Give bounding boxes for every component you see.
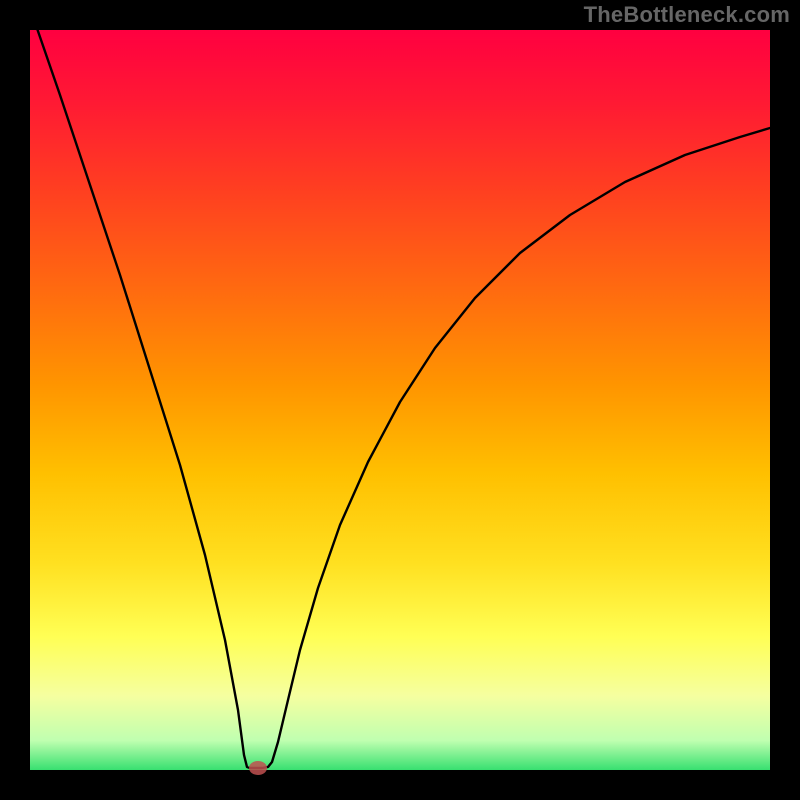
chart-container: { "attribution": { "text": "TheBottlenec… — [0, 0, 800, 800]
attribution-label: TheBottleneck.com — [584, 2, 790, 28]
optimal-point-marker — [249, 761, 267, 775]
bottleneck-chart — [0, 0, 800, 800]
